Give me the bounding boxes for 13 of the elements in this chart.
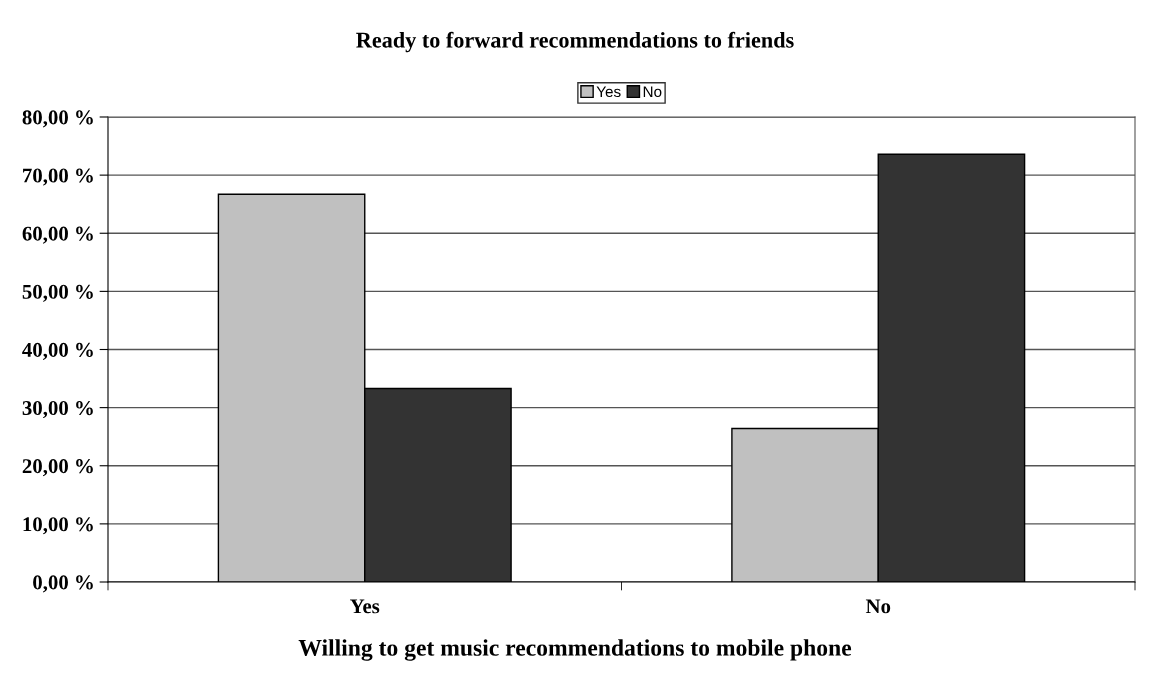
y-tick-label: 70,00 % xyxy=(23,168,93,186)
y-tick-label: 10,00 % xyxy=(23,517,93,535)
legend-label: Yes xyxy=(596,86,621,98)
chart-title: Ready to forward recommendations to friends xyxy=(356,31,794,53)
y-tick-label: 60,00 % xyxy=(22,226,93,244)
y-tick-label: 0,00 % xyxy=(33,575,93,593)
x-axis-title: Willing to get music recommendations to mobile phone xyxy=(298,639,852,661)
y-tick-label: 40,00 % xyxy=(22,342,93,360)
y-tick-label: 30,00 % xyxy=(22,401,93,419)
y-tick-label: 50,00 % xyxy=(22,284,93,302)
legend-label: No xyxy=(643,86,662,98)
y-tick-label: 20,00 % xyxy=(22,459,93,477)
y-tick-label: 80,00 % xyxy=(22,110,93,128)
